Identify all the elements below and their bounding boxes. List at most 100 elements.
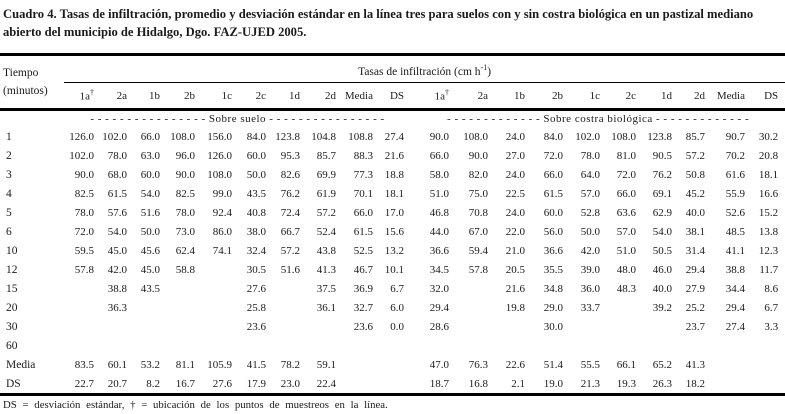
value-cell: 23.6 xyxy=(246,320,266,333)
value-cell xyxy=(456,279,495,298)
value-cell: 90.0 xyxy=(468,149,488,162)
value-cell xyxy=(380,336,411,355)
value-cell xyxy=(134,298,167,317)
table-row-media: Media 83.5 60.1 53.2 81.1 105.9 41.5 78.2 59.1 47… xyxy=(0,355,785,374)
value-cell: 69.9 xyxy=(316,168,336,181)
value-cell: 90.0 xyxy=(175,168,195,181)
value-cell: 60.0 xyxy=(246,149,266,162)
value-cell: 18.7 xyxy=(429,377,449,390)
value-cell: 29.0 xyxy=(543,301,563,314)
value-cell: 22.6 xyxy=(505,358,525,371)
value-cell: 57.6 xyxy=(107,206,127,219)
table-row-20: 20 36.3 25.8 36.1 32.7 6.0 29.4 19.8 29.0 33.7 39.… xyxy=(0,298,785,317)
value-cell: 62.9 xyxy=(652,206,672,219)
value-cell: 38.1 xyxy=(685,225,705,238)
value-cell: 23.0 xyxy=(280,377,300,390)
value-cell xyxy=(202,317,239,336)
value-cell: 65.2 xyxy=(652,358,672,371)
time-cell: 60 xyxy=(6,339,18,352)
value-cell: 46.8 xyxy=(429,206,449,219)
value-cell: 27.4 xyxy=(384,130,404,143)
time-column-header: Tiempo (minutos) xyxy=(0,56,64,111)
value-cell: 92.4 xyxy=(212,206,232,219)
value-cell: 54.0 xyxy=(140,187,160,200)
value-cell xyxy=(64,317,101,336)
value-cell: 108.0 xyxy=(463,130,488,143)
value-cell: 59.1 xyxy=(316,358,336,371)
value-cell: 35.5 xyxy=(543,263,563,276)
value-cell: 44.0 xyxy=(429,225,449,238)
value-cell: 85.7 xyxy=(316,149,336,162)
value-cell: 31.4 xyxy=(685,244,705,257)
value-cell: 8.2 xyxy=(146,377,160,390)
value-cell xyxy=(273,279,307,298)
value-cell: 22.7 xyxy=(74,377,94,390)
value-cell: 23.7 xyxy=(685,320,705,333)
value-cell: 85.7 xyxy=(685,130,705,143)
table-row-3: 3 90.0 68.0 60.0 90.0 108.0 50.0 82.6 69.9 77.3 18… xyxy=(0,165,785,184)
value-cell: 18.2 xyxy=(685,377,705,390)
time-cell: 12 xyxy=(6,263,18,276)
value-cell: 6.0 xyxy=(390,301,404,314)
value-cell: 126.0 xyxy=(207,149,232,162)
value-cell: 51.0 xyxy=(429,187,449,200)
value-cell xyxy=(532,336,570,355)
value-cell: 18.1 xyxy=(758,168,779,181)
group-spacer-cell xyxy=(0,110,64,128)
infiltration-table: Tiempo (minutos) Tasas de infiltración (… xyxy=(0,56,785,396)
col-header-soil-1c: 1c xyxy=(202,82,239,111)
value-cell: 36.6 xyxy=(429,244,449,257)
value-cell: 102.0 xyxy=(102,130,127,143)
value-cell xyxy=(456,336,495,355)
value-cell: 62.4 xyxy=(175,244,195,257)
value-cell: 50.0 xyxy=(580,225,600,238)
value-cell: 40.0 xyxy=(652,282,672,295)
value-cell: 48.3 xyxy=(616,282,636,295)
value-cell: 72.0 xyxy=(543,149,563,162)
value-cell: 42.0 xyxy=(580,244,600,257)
value-cell: 38.0 xyxy=(246,225,266,238)
footnote: DS = desviación estándar, † = ubicación … xyxy=(3,399,388,411)
value-cell: 12.3 xyxy=(758,244,779,257)
value-cell: 78.0 xyxy=(580,149,600,162)
value-cell xyxy=(712,374,752,395)
value-cell xyxy=(307,336,343,355)
value-cell xyxy=(343,355,380,374)
value-cell: 78.2 xyxy=(280,358,300,371)
time-cell: 4 xyxy=(6,187,12,200)
value-cell: 82.5 xyxy=(74,187,94,200)
time-cell: 10 xyxy=(6,244,18,257)
unit-header-text: Tasas de infiltración (cm h xyxy=(358,66,481,78)
value-cell: 29.4 xyxy=(725,301,745,314)
value-cell: 76.3 xyxy=(468,358,488,371)
value-cell: 108.8 xyxy=(348,130,373,143)
value-cell: 20.8 xyxy=(758,149,779,162)
col-header-crust-2a: 2a xyxy=(456,82,495,111)
value-cell xyxy=(167,336,202,355)
value-cell xyxy=(570,336,607,355)
value-cell: 36.1 xyxy=(316,301,336,314)
table-row-6: 6 72.0 54.0 50.0 73.0 86.0 38.0 66.7 52.4 61.5 15.… xyxy=(0,222,785,241)
value-cell: 6.7 xyxy=(764,301,779,314)
value-cell: 66.0 xyxy=(140,130,160,143)
value-cell: 39.0 xyxy=(580,263,600,276)
value-cell: 123.8 xyxy=(647,130,672,143)
value-cell: 104.8 xyxy=(311,130,336,143)
value-cell: 17.0 xyxy=(384,206,404,219)
value-cell: 29.4 xyxy=(429,301,449,314)
value-cell: 43.8 xyxy=(316,244,336,257)
value-cell: 90.0 xyxy=(74,168,94,181)
value-cell: 27.4 xyxy=(725,320,745,333)
value-cell xyxy=(101,317,134,336)
value-cell: 10.1 xyxy=(384,263,404,276)
value-cell: 15.6 xyxy=(384,225,404,238)
col-header-crust-2b: 2b xyxy=(532,82,570,111)
value-cell xyxy=(202,279,239,298)
header-row-units: Tiempo (minutos) Tasas de infiltración (… xyxy=(0,56,785,111)
value-cell: 54.0 xyxy=(652,225,672,238)
unit-header-close: ) xyxy=(487,66,492,78)
value-cell: 59.4 xyxy=(468,244,488,257)
value-cell: 40.8 xyxy=(246,206,266,219)
value-cell: 102.0 xyxy=(69,149,94,162)
value-cell: 51.4 xyxy=(543,358,563,371)
